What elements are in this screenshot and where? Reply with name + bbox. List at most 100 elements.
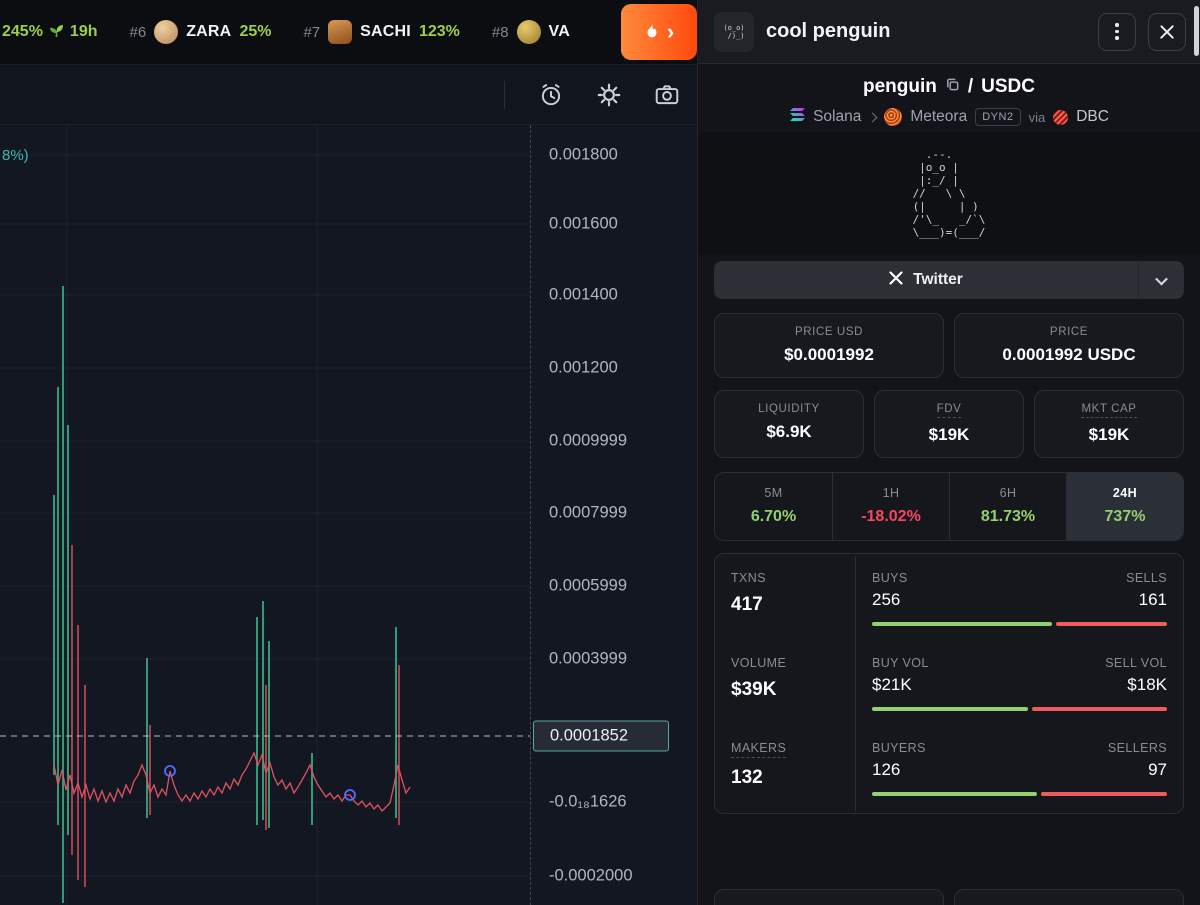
buy-sell-bar xyxy=(872,622,1167,626)
token-title: cool penguin xyxy=(766,20,891,42)
trending-fire-button[interactable]: › xyxy=(621,4,697,60)
trend-rank: #7 xyxy=(303,23,321,41)
timeframe-tabs: 5M 6.70% 1H -18.02% 6H 81.73% 24H 737% xyxy=(714,472,1184,541)
trend-pct: 123% xyxy=(418,23,460,40)
via-dex-name[interactable]: DBC xyxy=(1076,108,1109,125)
trending-item-sachi[interactable]: #7 SACHI 123% xyxy=(303,20,460,44)
mktcap-box: MKT CAP $19K xyxy=(1034,390,1184,458)
sell-vol-value: $18K xyxy=(1127,675,1167,694)
top-gainer-stat[interactable]: 245% 19h xyxy=(2,22,98,43)
price-boxes: PRICE USD $0.0001992 PRICE 0.0001992 USD… xyxy=(714,313,1184,378)
price-native-box: PRICE 0.0001992 USDC xyxy=(954,313,1184,378)
change-label-partial: 8%) xyxy=(2,147,29,164)
dex-tag: DYN2 xyxy=(975,108,1021,126)
price-usd-box: PRICE USD $0.0001992 xyxy=(714,313,944,378)
scrollbar-thumb[interactable] xyxy=(1194,6,1199,56)
axis-tick: -0.0₁₈1626 xyxy=(549,792,627,811)
pair-separator: / xyxy=(967,76,974,97)
tab-5m[interactable]: 5M 6.70% xyxy=(750,486,797,525)
twitter-button-main[interactable]: Twitter xyxy=(714,261,1138,299)
sellers-label: SELLERS xyxy=(1107,741,1167,755)
token-avatar xyxy=(154,20,179,44)
box-value: $0.0001992 xyxy=(784,345,874,364)
token-banner: .--. |o_o | |:_/ | // \ \ (| | ) /'\_ _/… xyxy=(698,132,1200,253)
box-label[interactable]: FDV xyxy=(936,403,962,418)
box-label: PRICE USD xyxy=(794,326,864,338)
buyers-label: BUYERS xyxy=(872,741,926,755)
x-logo-icon xyxy=(889,270,903,290)
tab-6h[interactable]: 6H 81.73% xyxy=(949,473,1066,540)
chain-name[interactable]: Solana xyxy=(813,108,862,125)
sells-value: 161 xyxy=(1138,590,1167,609)
chevron-down-icon xyxy=(1155,272,1168,285)
next-section-peek xyxy=(714,877,1184,905)
trending-bar: 245% 19h #6 ZARA 25% #7 SACHI 123% #8 xyxy=(0,0,697,65)
close-button[interactable] xyxy=(1148,12,1186,51)
tab-24h[interactable]: 24H 737% xyxy=(1066,473,1183,540)
trade-marker xyxy=(344,789,356,801)
box-label[interactable]: MKT CAP xyxy=(1081,403,1137,418)
axis-tick: 0.0003999 xyxy=(549,649,627,668)
gainer-pct: 245% xyxy=(2,23,43,40)
box-value: 0.0001992 USDC xyxy=(1002,345,1136,364)
alert-clock-icon[interactable] xyxy=(535,79,567,111)
copy-icon[interactable] xyxy=(945,76,960,98)
candles-plot xyxy=(0,125,530,905)
price-chart[interactable]: 8%) xyxy=(0,125,530,905)
axis-tick: 0.001200 xyxy=(549,358,618,377)
stat-label: VOLUME xyxy=(731,656,787,670)
trend-name: SACHI xyxy=(360,23,411,40)
axis-tick: 0.001800 xyxy=(549,145,618,164)
buyers-value: 126 xyxy=(872,760,901,779)
trend-name: VA xyxy=(548,23,570,40)
axis-tick: 0.001600 xyxy=(549,214,618,233)
axis-tick: 0.001400 xyxy=(549,285,618,304)
axis-tick: 0.0009999 xyxy=(549,431,627,450)
sellers-value: 97 xyxy=(1148,760,1167,779)
trending-item-zara[interactable]: #6 ZARA 25% xyxy=(130,20,272,44)
trend-pct: 25% xyxy=(239,23,272,40)
stats-panel: TXNS 417 BUYS SELLS 256 161 xyxy=(714,553,1184,814)
peek-box xyxy=(954,889,1184,905)
token-avatar: (o_o) /)_) xyxy=(714,11,754,52)
buy-vol-label: BUY VOL xyxy=(872,656,929,670)
price-axis[interactable]: 0.001800 0.001600 0.001400 0.001200 0.00… xyxy=(530,125,697,905)
trending-item-va[interactable]: #8 VA xyxy=(492,20,578,44)
fdv-box: FDV $19K xyxy=(874,390,1024,458)
box-label: LIQUIDITY xyxy=(758,403,820,415)
more-menu-button[interactable] xyxy=(1098,12,1136,51)
box-value: $19K xyxy=(928,425,970,444)
twitter-button[interactable]: Twitter xyxy=(714,261,1184,299)
stat-label[interactable]: MAKERS xyxy=(731,741,787,758)
meteora-icon xyxy=(884,108,903,126)
pair-row: penguin / USDC xyxy=(698,72,1200,102)
tab-1h[interactable]: 1H -18.02% xyxy=(832,473,949,540)
social-dropdown-toggle[interactable] xyxy=(1138,261,1184,299)
peek-box xyxy=(714,889,944,905)
sells-label: SELLS xyxy=(1126,571,1167,585)
chart-toolbar xyxy=(0,65,697,125)
flame-icon xyxy=(644,23,660,41)
close-icon xyxy=(1158,23,1176,41)
chain-breadcrumb: Solana Meteora DYN2 via DBC xyxy=(698,102,1200,132)
txns-row: TXNS 417 BUYS SELLS 256 161 xyxy=(731,556,1167,641)
toolbar-divider xyxy=(504,80,505,109)
chevron-right-icon xyxy=(867,112,878,122)
solana-icon xyxy=(789,108,806,126)
buy-vol-value: $21K xyxy=(872,675,912,694)
stat-label: TXNS xyxy=(731,571,766,585)
sell-vol-label: SELL VOL xyxy=(1105,656,1167,670)
trend-rank: #8 xyxy=(491,23,509,41)
gear-icon[interactable] xyxy=(593,79,625,111)
pair-quote: USDC xyxy=(981,76,1035,97)
kebab-menu-icon xyxy=(1115,23,1119,40)
token-panel-header: (o_o) /)_) cool penguin xyxy=(698,0,1200,64)
current-price-badge: 0.0001852 xyxy=(533,720,669,752)
buys-value: 256 xyxy=(872,590,901,609)
token-avatar xyxy=(328,20,353,44)
box-label: PRICE xyxy=(1049,326,1089,338)
axis-tick: 0.0005999 xyxy=(549,576,627,595)
camera-icon[interactable] xyxy=(651,79,683,111)
dex-name[interactable]: Meteora xyxy=(910,108,968,125)
